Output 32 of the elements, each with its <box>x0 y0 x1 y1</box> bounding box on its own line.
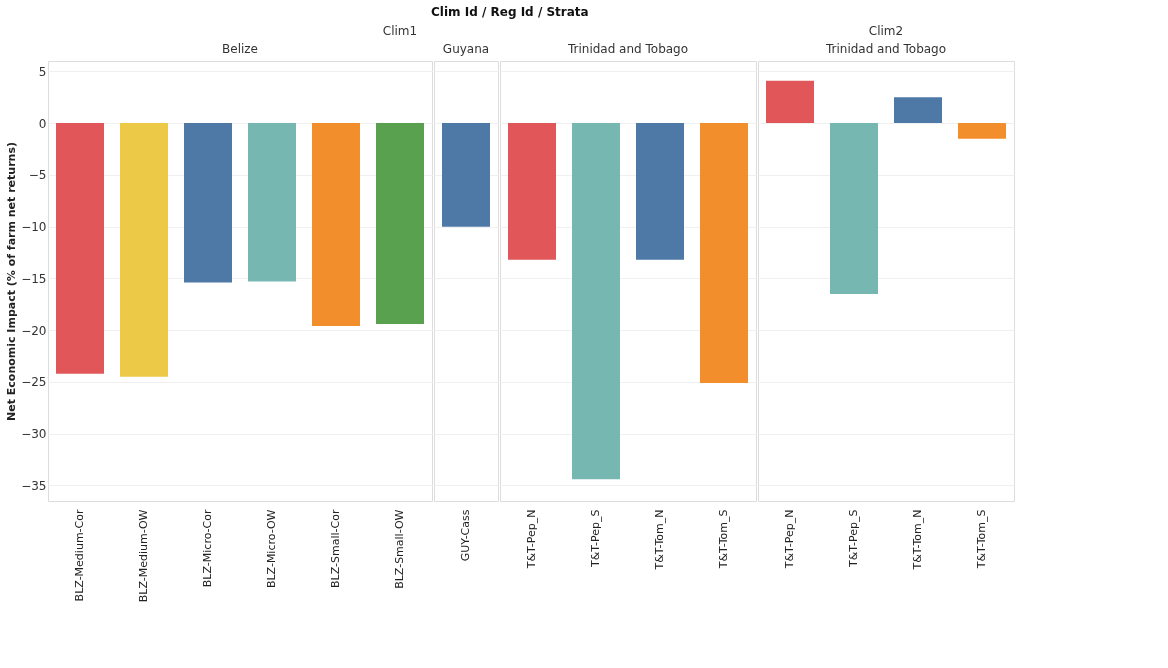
y-tick-label: −30 <box>21 427 47 442</box>
text: Clim Id / Reg Id / Strata <box>430 4 589 19</box>
x-tick-label: T&T-Pep_S <box>847 509 860 568</box>
x-tick-label: BLZ-Small-Cor <box>329 509 342 588</box>
x-tick-label: GUY-Cass <box>459 509 472 562</box>
x-tick-label: T&T-Tom_N <box>911 509 924 571</box>
x-tick-label: T&T-Pep_N <box>783 509 796 570</box>
x-tick-label: BLZ-Medium-OW <box>137 509 150 603</box>
chart-subtitle: Clim2 <box>868 24 904 38</box>
y-axis-title: Net Economic Impact (% of farm net returns) <box>5 142 19 421</box>
x-tick-label: BLZ-Small-OW <box>393 509 406 589</box>
chart-subtitle: Clim1 <box>382 24 418 38</box>
y-tick-label: −5 <box>28 168 47 183</box>
x-tick-label: T&T-Pep_S <box>589 509 602 568</box>
chart-title: Trinidad and Tobago <box>824 42 947 56</box>
y-tick-label: −15 <box>21 271 47 286</box>
y-tick-label: 0 <box>38 116 47 131</box>
x-tick-label: BLZ-Micro-Cor <box>201 509 214 588</box>
y-tick-label: −20 <box>21 323 47 338</box>
y-tick-label: −10 <box>21 220 47 235</box>
x-tick-label: T&T-Tom_N <box>653 509 666 571</box>
x-tick-label: BLZ-Micro-OW <box>265 509 278 589</box>
chart-title: Belize <box>222 42 258 56</box>
chart-title: Guyana <box>442 42 490 56</box>
x-tick-label: T&T-Tom_S <box>975 509 988 570</box>
chart-title: Trinidad and Tobago <box>566 42 689 56</box>
y-tick-label: −35 <box>21 478 47 493</box>
y-tick-label: −25 <box>21 375 47 390</box>
x-tick-label: T&T-Tom_S <box>717 509 730 570</box>
x-tick-label: BLZ-Medium-Cor <box>73 509 86 602</box>
x-tick-label: T&T-Pep_N <box>525 509 538 570</box>
y-tick-label: 5 <box>38 64 47 79</box>
